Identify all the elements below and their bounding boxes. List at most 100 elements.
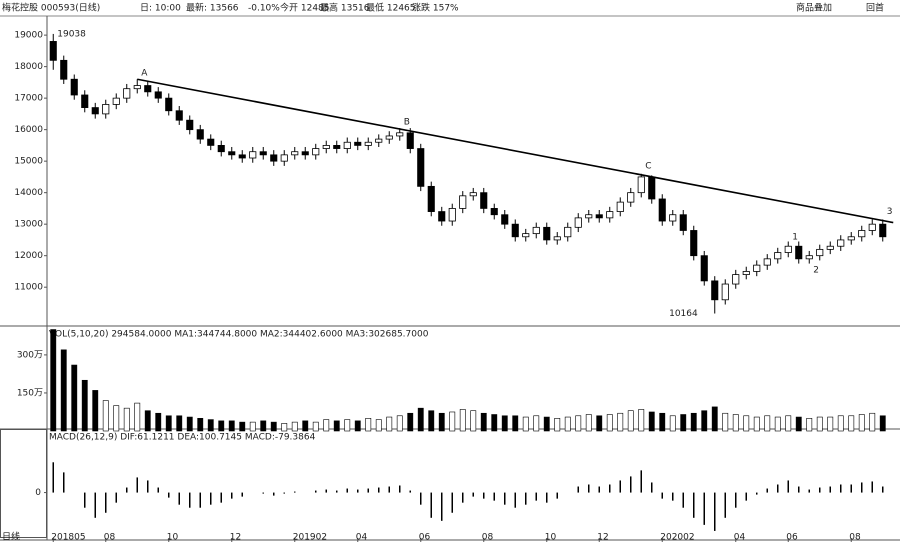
home-button[interactable]: 回首 — [866, 2, 884, 14]
candle-body — [238, 154, 246, 159]
x-tick-label: 08 — [482, 533, 494, 543]
volume-bar — [701, 410, 708, 432]
volume-bar — [774, 416, 781, 432]
candle-body — [606, 211, 614, 219]
x-tick-label: 12 — [230, 533, 241, 543]
volume-bar — [176, 415, 183, 432]
candle-body — [753, 264, 761, 272]
candle-body — [354, 141, 362, 146]
volume-bar — [680, 414, 687, 432]
candle-body — [490, 208, 498, 216]
volume-bar — [186, 416, 193, 432]
volume-bar — [722, 412, 729, 432]
candle-body — [648, 176, 656, 200]
candle-body — [133, 85, 141, 90]
volume-bar — [365, 418, 372, 432]
y-tick-label: 12000 — [14, 251, 43, 261]
candle-body — [858, 230, 866, 238]
y-tick-label: 300万 — [17, 350, 43, 360]
header-field: 最新: 13566 — [186, 2, 239, 14]
candle-body — [186, 119, 194, 131]
volume-bar — [102, 400, 109, 432]
candle-body — [511, 223, 519, 238]
candle-body — [291, 151, 299, 156]
x-tick-label: 201805 — [51, 533, 85, 543]
y-tick-label: 0 — [35, 488, 41, 498]
candle-body — [259, 151, 267, 156]
candle-body — [249, 151, 257, 159]
volume-bar — [753, 416, 760, 432]
candle-body — [301, 151, 309, 156]
volume-bar — [554, 418, 561, 432]
candle-body — [70, 78, 78, 96]
trendline — [137, 78, 894, 224]
x-tick-label: 10 — [545, 533, 557, 543]
x-tick-label: 201902 — [293, 533, 327, 543]
header-field: 最低 12465 — [366, 2, 416, 14]
candle-body — [784, 245, 792, 253]
candle-body — [91, 107, 99, 115]
x-tick-label: 06 — [419, 533, 431, 543]
volume-bar — [606, 414, 613, 432]
x-tick-label: 06 — [786, 533, 798, 543]
candle-body — [417, 148, 425, 187]
header-field: 今开 12485 — [280, 2, 330, 14]
volume-bar — [71, 364, 78, 432]
overlay-button[interactable]: 商品叠加 — [796, 2, 832, 14]
candle-body — [501, 214, 509, 225]
y-tick-label: 11000 — [14, 283, 43, 293]
volume-bar — [575, 415, 582, 432]
volume-bar — [795, 416, 802, 432]
candle-body — [774, 252, 782, 260]
header-field: 日: 10:00 — [140, 3, 181, 14]
y-tick-label: 15000 — [14, 157, 43, 167]
candle-body — [711, 280, 719, 301]
annotation: 10164 — [669, 309, 698, 319]
x-axis-label: 日线 — [2, 531, 20, 543]
candle-body — [165, 97, 173, 112]
volume-bar — [690, 412, 697, 432]
candle-body — [522, 233, 530, 238]
candle-body — [480, 192, 488, 209]
x-tick-label: 12 — [597, 533, 608, 543]
annotation: C — [645, 161, 651, 171]
y-tick-label: 18000 — [14, 62, 43, 72]
annotation: 3 — [887, 207, 893, 217]
header-field: 最高 13516 — [320, 2, 370, 14]
volume-bar — [785, 415, 792, 432]
volume-bar — [165, 415, 172, 432]
volume-bar — [711, 406, 718, 432]
candle-body — [343, 141, 351, 149]
candle-body — [175, 110, 183, 121]
candle-body — [448, 208, 456, 222]
volume-bar — [396, 415, 403, 432]
volume-bar — [50, 329, 57, 432]
candle-body — [112, 97, 120, 105]
candle-body — [196, 129, 204, 140]
volume-bar — [732, 414, 739, 432]
candle-body — [375, 138, 383, 143]
candle-body — [690, 230, 698, 257]
candle-body — [826, 245, 834, 250]
candle-body — [742, 271, 750, 275]
annotation: B — [404, 117, 410, 127]
volume-bar — [270, 421, 277, 432]
candle-body — [816, 248, 824, 257]
candle-body — [700, 255, 708, 282]
annotation: A — [141, 68, 148, 78]
volume-bar — [470, 410, 477, 432]
stock-title: 梅花控股 000593(日线) — [2, 2, 100, 14]
candle-body — [217, 145, 225, 153]
volume-bar — [869, 412, 876, 432]
candle-body — [795, 245, 803, 260]
candle-body — [669, 214, 677, 222]
volume-bar — [816, 416, 823, 432]
volume-bar — [543, 416, 550, 432]
volume-bar — [281, 423, 288, 432]
candle-body — [364, 141, 372, 146]
candle-body — [396, 132, 404, 137]
candle-body — [553, 236, 561, 241]
candle-body — [532, 226, 540, 235]
x-tick-label: 202002 — [660, 533, 694, 543]
